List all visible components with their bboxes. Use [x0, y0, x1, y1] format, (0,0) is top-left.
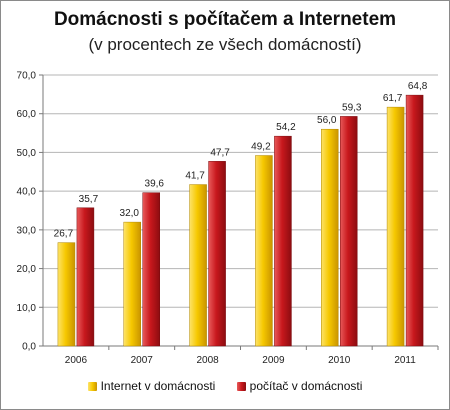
bar-computer	[76, 207, 95, 347]
chart-subtitle: (v procentech ze všech domácností)	[88, 35, 362, 54]
y-tick-label: 50,0	[17, 148, 37, 159]
data-label-computer: 47,7	[210, 147, 230, 158]
data-label-computer: 59,3	[342, 102, 362, 113]
bar-internet	[57, 242, 76, 347]
data-label-computer: 35,7	[79, 194, 99, 205]
x-tick-label: 2010	[328, 355, 351, 366]
data-label-internet: 56,0	[317, 115, 337, 126]
y-tick-label: 70,0	[17, 71, 37, 82]
y-tick-label: 0,0	[22, 342, 36, 353]
data-label-internet: 26,7	[54, 229, 74, 240]
y-tick-label: 20,0	[17, 264, 37, 275]
y-tick-label: 60,0	[17, 109, 37, 120]
data-label-internet: 61,7	[383, 93, 403, 104]
chart-legend: Internet v domácnosti počítač v domácnos…	[0, 378, 450, 393]
bar-internet	[321, 128, 339, 347]
legend-item-computer: počítač v domácnosti	[236, 378, 363, 393]
y-tick-label: 10,0	[17, 303, 37, 314]
data-label-computer: 39,6	[145, 179, 165, 190]
bar-internet	[123, 221, 141, 347]
y-tick-label: 40,0	[17, 187, 37, 198]
y-tick-label: 30,0	[17, 225, 37, 236]
bar-internet	[386, 106, 405, 347]
bar-computer	[274, 135, 292, 347]
data-label-internet: 41,7	[185, 171, 205, 182]
x-tick-label: 2008	[196, 355, 219, 366]
x-tick-label: 2011	[394, 355, 416, 366]
legend-item-internet: Internet v domácnosti	[87, 378, 216, 393]
data-label-computer: 64,8	[408, 81, 428, 92]
data-label-internet: 32,0	[120, 208, 140, 219]
legend-swatch-internet	[87, 381, 97, 391]
data-label-internet: 49,2	[251, 142, 271, 153]
bar-computer	[405, 94, 424, 347]
bar-computer	[208, 161, 226, 347]
legend-swatch-computer	[236, 381, 246, 391]
bar-internet	[255, 155, 273, 347]
x-tick-label: 2007	[131, 355, 154, 366]
bar-computer	[142, 192, 160, 347]
legend-label-internet: Internet v domácnosti	[100, 378, 216, 393]
chart-title: Domácnosti s počítačem a Internetem	[53, 9, 397, 30]
legend-label-computer: počítač v domácnosti	[249, 378, 363, 393]
x-tick-label: 2006	[65, 355, 88, 366]
bar-internet	[189, 184, 207, 347]
x-tick-label: 2009	[262, 355, 285, 366]
data-label-computer: 54,2	[276, 122, 296, 133]
bar-computer	[340, 116, 358, 347]
